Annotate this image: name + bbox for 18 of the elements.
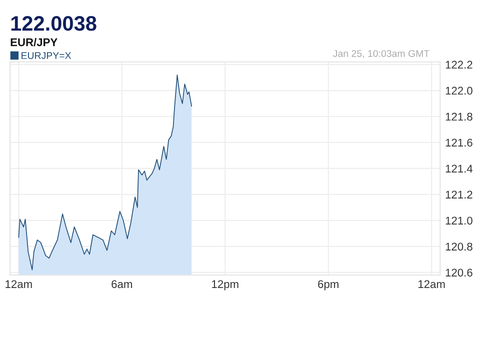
x-tick-label: 12pm bbox=[212, 280, 238, 290]
y-tick-label: 121.6 bbox=[446, 138, 472, 147]
text: Jan 25, 10:03am GMT bbox=[333, 50, 430, 58]
chart-subtitle: EUR/JPY bbox=[10, 38, 58, 46]
y-tick-label: 121.4 bbox=[446, 164, 472, 173]
x-tick-label: 12am bbox=[6, 280, 32, 288]
y-tick-label: 120.8 bbox=[446, 242, 472, 251]
y-tick-label: 121.0 bbox=[446, 216, 472, 225]
y-tick-label: 121.2 bbox=[446, 190, 472, 198]
chart-title: 122.0038 bbox=[11, 16, 96, 31]
y-tick-label: 120.6 bbox=[446, 268, 472, 277]
y-tick-label: 122.0 bbox=[446, 86, 472, 95]
x-tick-label: 6pm bbox=[318, 280, 338, 290]
legend-label: EURJPY=X bbox=[22, 52, 72, 60]
y-tick-label: 122.2 bbox=[446, 60, 472, 69]
y-tick-label: 121.8 bbox=[446, 112, 472, 121]
x-tick-label: 12am bbox=[418, 280, 445, 288]
x-tick-label: 6am bbox=[112, 280, 132, 288]
